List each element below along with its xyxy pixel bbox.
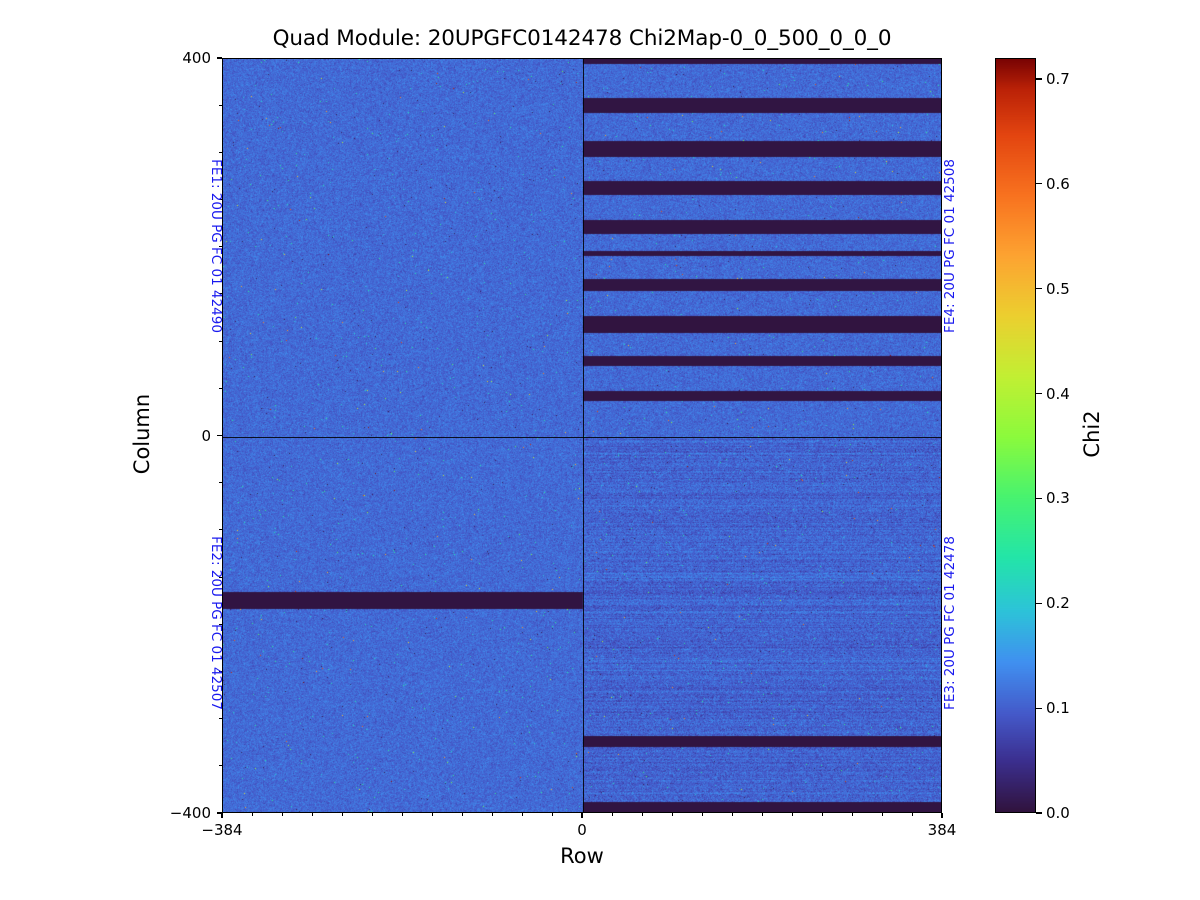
y-tick-label: 0 xyxy=(201,426,211,445)
quadrant-label-fe4: FE4: 20U PG FC 01 42508 xyxy=(942,158,958,333)
colorbar-tick xyxy=(1036,183,1042,185)
colorbar-label: Chi2 xyxy=(1080,409,1104,458)
x-tick-minor xyxy=(611,813,613,816)
x-tick-minor xyxy=(881,813,883,816)
x-tick-minor xyxy=(761,813,763,816)
y-tick-minor xyxy=(219,293,222,295)
quadrant-label-fe1: FE1: 20U PG FC 01 42490 xyxy=(208,158,224,333)
x-tick-major xyxy=(941,813,943,818)
heatmap-axes[interactable] xyxy=(222,58,942,813)
x-tick-minor xyxy=(911,813,913,816)
x-tick-minor xyxy=(491,813,493,816)
y-tick-minor xyxy=(219,529,222,531)
colorbar-tick xyxy=(1036,78,1042,80)
y-tick-major xyxy=(217,434,222,437)
x-tick-minor xyxy=(641,813,643,816)
colorbar-tick-label: 0.4 xyxy=(1046,384,1070,403)
x-tick-minor xyxy=(281,813,283,816)
x-tick-minor xyxy=(731,813,733,816)
x-tick-minor xyxy=(341,813,343,816)
colorbar-tick xyxy=(1036,707,1042,709)
x-tick-major xyxy=(581,813,583,818)
colorbar-tick-label: 0.2 xyxy=(1046,594,1070,613)
colorbar-tick-label: 0.6 xyxy=(1046,174,1070,193)
y-axis-label: Column xyxy=(130,393,154,474)
x-tick-minor xyxy=(251,813,253,816)
x-tick-label: 384 xyxy=(927,821,957,839)
y-tick-major xyxy=(217,57,222,59)
y-tick-minor xyxy=(219,104,222,106)
x-tick-label: −384 xyxy=(201,821,243,839)
x-tick-minor xyxy=(431,813,433,816)
heatmap-image[interactable] xyxy=(223,59,941,812)
y-tick-minor xyxy=(219,387,222,389)
colorbar-tick-label: 0.7 xyxy=(1046,69,1070,88)
colorbar-tick-label: 0.3 xyxy=(1046,489,1070,508)
y-tick-minor xyxy=(219,482,222,484)
quadrant-divider-horizontal xyxy=(223,436,941,438)
colorbar-tick-label: 0.0 xyxy=(1046,804,1070,822)
x-tick-minor xyxy=(401,813,403,816)
x-tick-label: 0 xyxy=(577,821,587,839)
y-tick-label: −400 xyxy=(169,804,211,822)
y-tick-minor xyxy=(219,199,222,201)
quadrant-label-fe2: FE2: 20U PG FC 01 42507 xyxy=(208,536,224,711)
x-tick-minor xyxy=(671,813,673,816)
colorbar-tick xyxy=(1036,288,1042,290)
x-tick-minor xyxy=(521,813,523,816)
x-tick-minor xyxy=(701,813,703,816)
y-tick-minor xyxy=(219,623,222,625)
y-tick-minor xyxy=(219,718,222,720)
colorbar-tick xyxy=(1036,393,1042,395)
x-tick-minor xyxy=(851,813,853,816)
x-axis-label: Row xyxy=(560,844,604,868)
colorbar-gradient xyxy=(996,59,1035,812)
colorbar-tick-label: 0.1 xyxy=(1046,699,1070,718)
colorbar-tick xyxy=(1036,602,1042,604)
colorbar-tick xyxy=(1036,497,1042,499)
colorbar[interactable] xyxy=(995,58,1036,813)
x-tick-minor xyxy=(551,813,553,816)
y-tick-minor xyxy=(219,576,222,578)
colorbar-tick xyxy=(1036,812,1042,814)
y-tick-label: 400 xyxy=(182,49,211,67)
y-tick-minor xyxy=(219,151,222,153)
quadrant-label-fe3: FE3: 20U PG FC 01 42478 xyxy=(942,536,958,711)
y-tick-minor xyxy=(219,246,222,248)
quadrant-divider-vertical xyxy=(583,59,584,812)
y-tick-minor xyxy=(219,765,222,767)
x-tick-major xyxy=(221,813,223,818)
y-tick-minor xyxy=(219,670,222,672)
y-tick-minor xyxy=(219,340,222,342)
page-title: Quad Module: 20UPGFC0142478 Chi2Map-0_0_… xyxy=(272,26,892,51)
x-tick-minor xyxy=(821,813,823,816)
x-tick-minor xyxy=(791,813,793,816)
y-tick-major xyxy=(217,812,222,814)
x-tick-minor xyxy=(371,813,373,816)
x-tick-minor xyxy=(461,813,463,816)
colorbar-tick-label: 0.5 xyxy=(1046,279,1070,298)
x-tick-minor xyxy=(311,813,313,816)
